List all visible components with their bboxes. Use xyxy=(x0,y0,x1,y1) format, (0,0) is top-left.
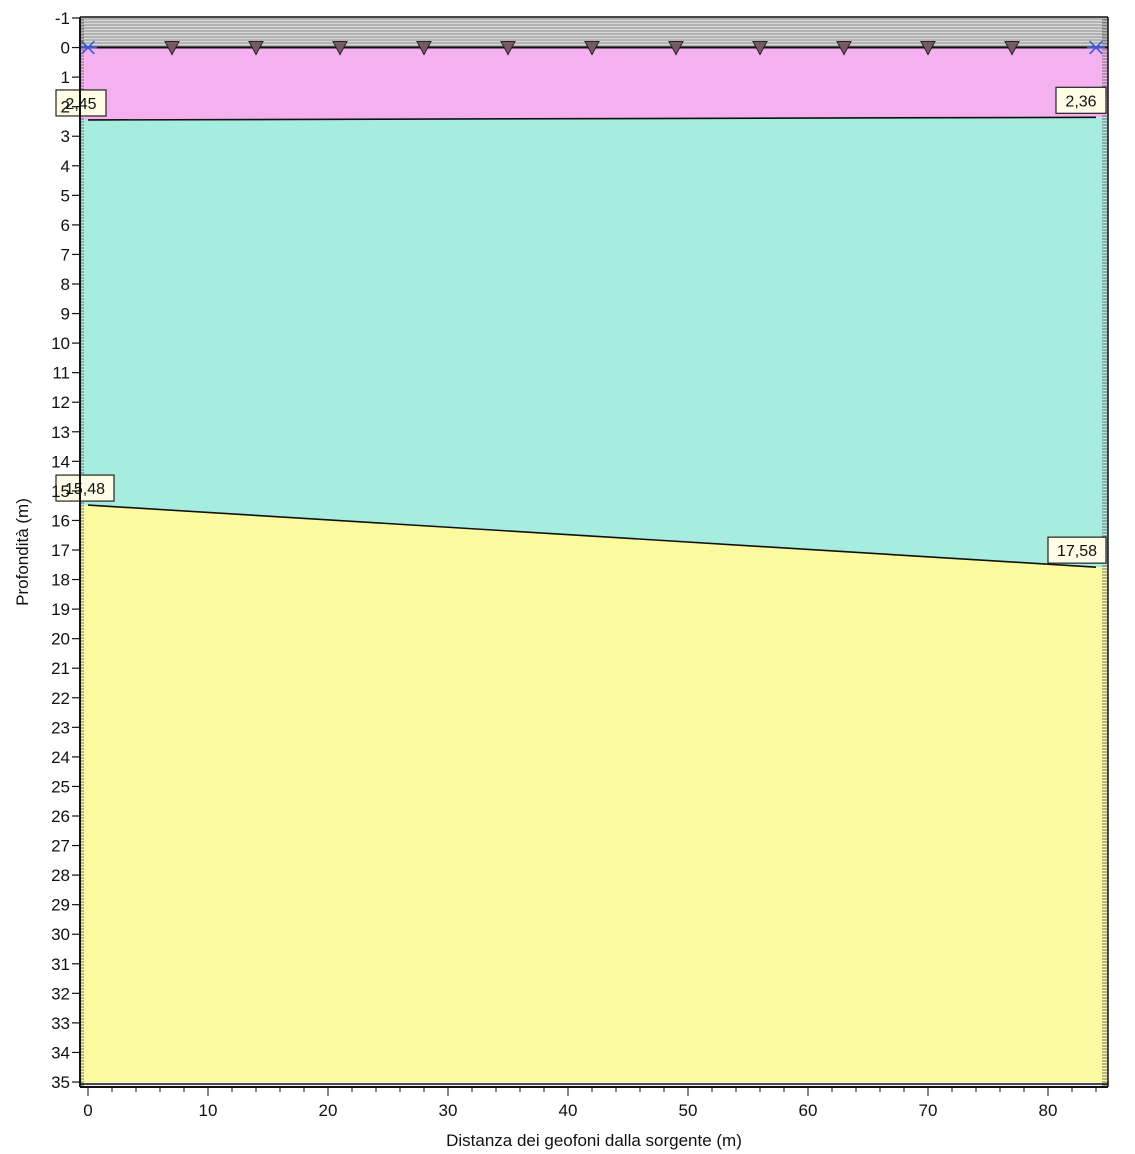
y-tick-label: 18 xyxy=(51,571,70,590)
layers-group xyxy=(80,47,1108,1087)
geophone-marker xyxy=(416,41,432,56)
x-tick-label: 10 xyxy=(199,1101,218,1120)
source-marker-stroke xyxy=(1089,40,1103,55)
data-labels-group: 2,45 2,36 15,48 17,58 xyxy=(55,86,1107,564)
data-label-2: 2,36 xyxy=(1055,86,1107,114)
source-marker-stroke xyxy=(81,40,95,55)
y-tick-label: 33 xyxy=(51,1014,70,1033)
y-tick-label: 24 xyxy=(51,748,70,767)
geophone-marker xyxy=(248,41,264,56)
y-tick-label: -1 xyxy=(55,9,70,28)
geophone-marker xyxy=(668,41,684,56)
x-tick-label: 30 xyxy=(439,1101,458,1120)
x-tick-label: 50 xyxy=(679,1101,698,1120)
y-tick-label: 7 xyxy=(61,245,70,264)
y-tick-label: 9 xyxy=(61,305,70,324)
y-tick-label: 17 xyxy=(51,541,70,560)
x-axis-title: Distanza dei geofoni dalla sorgente (m) xyxy=(446,1131,742,1150)
data-label-box xyxy=(1055,86,1107,114)
geophone-marker xyxy=(1004,41,1020,56)
y-tick-label: 19 xyxy=(51,600,70,619)
data-label-text: 15,48 xyxy=(65,481,105,498)
geophone-marker xyxy=(500,41,516,56)
y-tick-label: 26 xyxy=(51,807,70,826)
y-tick-label: 25 xyxy=(51,777,70,796)
y-tick-label: 20 xyxy=(51,630,70,649)
axes-group: -101234567891011121314151617181920212223… xyxy=(51,9,1109,1120)
layer-1 xyxy=(80,47,1108,120)
geophone-marker xyxy=(920,41,936,56)
y-tick-label: 22 xyxy=(51,689,70,708)
geophone-marker xyxy=(332,41,348,56)
layer-2 xyxy=(80,117,1108,568)
y-tick-label: 30 xyxy=(51,925,70,944)
data-label-3: 15,48 xyxy=(55,474,115,502)
x-tick-label: 70 xyxy=(919,1101,938,1120)
y-tick-label: 28 xyxy=(51,866,70,885)
y-tick-label: 3 xyxy=(61,127,70,146)
y-tick-label: 12 xyxy=(51,393,70,412)
data-label-4: 17,58 xyxy=(1047,536,1107,564)
y-tick-label: 29 xyxy=(51,896,70,915)
data-label-text: 17,58 xyxy=(1057,543,1097,560)
data-label-text: 2,36 xyxy=(1065,93,1096,110)
data-label-text: 2,45 xyxy=(65,96,96,113)
source-marker xyxy=(1087,40,1105,55)
geophone-marker xyxy=(584,41,600,56)
x-tick-label: 60 xyxy=(799,1101,818,1120)
y-tick-label: 2 xyxy=(61,98,70,117)
y-tick-label: 11 xyxy=(52,364,70,383)
y-axis-title: Profondità (m) xyxy=(13,498,32,606)
y-tick-label: 15 xyxy=(51,482,70,501)
data-label-box xyxy=(1047,536,1107,564)
y-tick-label: 23 xyxy=(51,718,70,737)
y-tick-label: 14 xyxy=(51,452,70,471)
markers-group xyxy=(79,40,1105,56)
y-tick-label: 21 xyxy=(51,659,70,678)
interface-line-2 xyxy=(87,504,1097,568)
source-marker xyxy=(79,40,97,55)
y-tick-label: 5 xyxy=(61,186,70,205)
x-tick-label: 0 xyxy=(83,1101,92,1120)
y-tick-label: 6 xyxy=(61,216,70,235)
surface-band xyxy=(80,16,1108,1086)
x-tick-label: 40 xyxy=(559,1101,578,1120)
y-tick-label: 4 xyxy=(61,157,70,176)
data-label-box xyxy=(55,474,115,502)
y-tick-label: 0 xyxy=(61,39,70,58)
y-tick-label: 31 xyxy=(51,955,70,974)
y-tick-label: 16 xyxy=(51,511,70,530)
geophone-marker xyxy=(752,41,768,56)
interface-line-1 xyxy=(87,116,1097,121)
y-tick-label: 35 xyxy=(51,1073,70,1092)
y-tick-label: 13 xyxy=(51,423,70,442)
x-tick-label: 20 xyxy=(319,1101,338,1120)
geophone-marker xyxy=(164,41,180,56)
y-tick-label: 32 xyxy=(51,984,70,1003)
y-tick-label: 1 xyxy=(61,68,70,87)
x-tick-label: 80 xyxy=(1039,1101,1058,1120)
y-tick-label: 8 xyxy=(61,275,70,294)
y-tick-label: 34 xyxy=(51,1043,70,1062)
y-tick-label: 10 xyxy=(51,334,70,353)
geophone-marker xyxy=(836,41,852,56)
layer-3 xyxy=(80,505,1108,1087)
y-tick-label: 27 xyxy=(51,837,70,856)
